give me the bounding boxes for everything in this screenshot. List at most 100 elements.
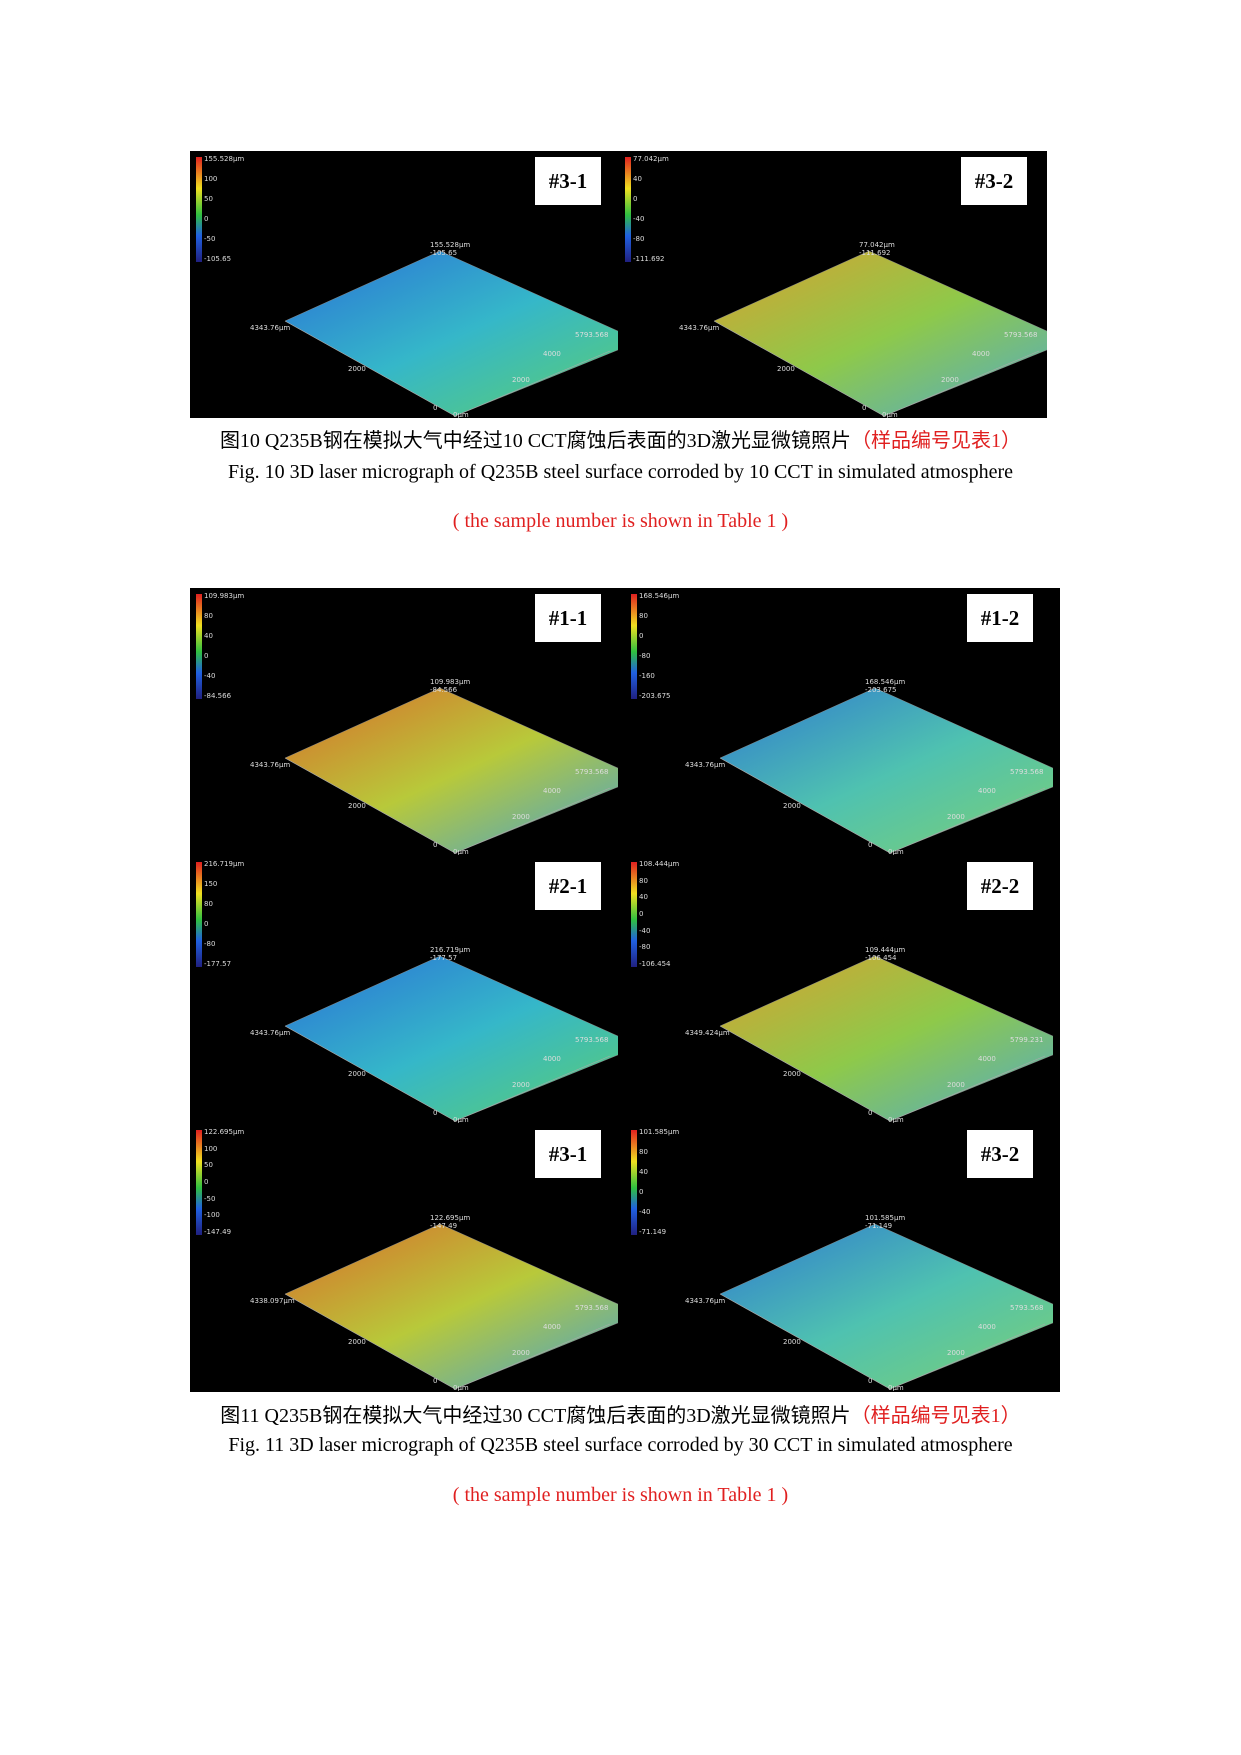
colorbar-label: 50 [204,195,213,203]
peak-label: -71.149 [865,1222,893,1230]
caption-note: （样品编号见表1） [850,1405,1021,1427]
caption-note: ( the sample number is shown in Table 1 … [452,510,789,532]
colorbar-label: 0 [639,1188,644,1196]
colorbar-label: 101.585μm [639,1128,680,1136]
axis-label: 0μm [888,1384,904,1391]
axis-label: 0 [868,1377,873,1385]
axis-label: 4000 [543,1323,561,1331]
peak-label: -177.57 [430,954,458,962]
colorbar-label: 80 [639,1148,648,1156]
peak-label: 101.585μm [865,1214,906,1222]
axis-label: 2000 [348,1338,366,1346]
peak-label: -111.692 [859,249,891,257]
sample-label: #3-1 [535,157,601,205]
colorbar-label: -80 [639,943,651,952]
axis-label: 4000 [978,787,996,795]
axis-label: 4343.76μm [685,1297,726,1305]
colorbar-label: 155.528μm [204,155,245,163]
micrograph-panel: 101.585μm 80 40 0 -40 -71.149 101.585μm -71.149… [625,1124,1053,1391]
peak-label: 216.719μm [430,946,471,954]
micrograph-panel: 109.983μm 80 40 0 -40 -84.566 109.983μm -84.566… [190,588,618,855]
axis-label: 5793.568 [1004,331,1038,339]
axis-label: 4343.76μm [250,1029,291,1037]
surface-plot [631,862,1053,1122]
axis-label: 4343.76μm [685,761,726,769]
colorbar-label: 0 [204,652,209,660]
colorbar-label: -84.566 [204,692,232,700]
axis-label: 2000 [783,1338,801,1346]
micrograph-panel: 216.719μm 150 80 0 -80 -177.57 216.719μm -177.5… [190,856,618,1123]
axis-label: 2000 [512,1349,530,1357]
caption-note: （样品编号见表1） [851,430,1022,452]
colorbar-label: -40 [204,672,216,680]
sample-label: #2-1 [535,862,601,910]
colorbar-label: 40 [204,632,213,640]
axis-label: 2000 [512,1081,530,1089]
micrograph-panel: 77.042μm 40 0 -40 -80 -111.692 77.042μm -111.69… [619,151,1047,418]
axis-label: 0 [862,404,867,412]
axis-label: 2000 [348,1070,366,1078]
peak-label: -106.454 [865,954,897,962]
axis-label: 4000 [543,787,561,795]
axis-label: 5793.568 [575,1304,609,1312]
colorbar-label: -40 [639,926,651,935]
axis-label: 0 [868,1109,873,1117]
colorbar-label: 40 [633,175,642,183]
axis-label: 0μm [453,411,469,418]
axis-label: 4000 [978,1323,996,1331]
caption-note: ( the sample number is shown in Table 1 … [452,1484,789,1506]
sample-label: #1-1 [535,594,601,642]
axis-label: 4343.76μm [250,324,291,332]
colorbar-label: 40 [639,893,648,902]
peak-label: -147.49 [430,1222,458,1230]
colorbar-label: 80 [204,900,213,908]
colorbar-label: -80 [633,235,645,243]
colorbar-label: -111.692 [633,255,665,263]
axis-label: 2000 [947,813,965,821]
colorbar-label: 80 [639,612,648,620]
colorbar-label: -106.454 [639,960,671,968]
colorbar-label: 150 [204,880,218,888]
caption-cn: 图10 Q235B钢在模拟大气中经过10 CCT腐蚀后表面的3D激光显微镜照片（… [0,424,1241,453]
colorbar-label: 0 [204,215,209,223]
axis-label: 0μm [888,848,904,855]
axis-label: 5793.568 [1010,1304,1044,1312]
surface-plot [196,594,618,854]
colorbar-label: 50 [204,1161,213,1170]
colorbar-label: -105.65 [204,255,232,263]
colorbar-label: -80 [204,940,216,948]
axis-label: 2000 [947,1349,965,1357]
colorbar-label: 80 [639,876,648,885]
figure-10: 155.528μm 100 50 0 -50 -105.65 155.528μm -105.6… [190,151,1047,418]
axis-label: 0 [868,841,873,849]
colorbar-label: 122.695μm [204,1128,245,1136]
peak-label: -203.675 [865,686,897,694]
sample-label: #2-2 [967,862,1033,910]
surface-plot [196,157,618,417]
axis-label: 0μm [453,1116,469,1123]
axis-label: 0μm [453,848,469,855]
colorbar-label: 0 [204,920,209,928]
peak-label: -105.65 [430,249,458,257]
surface-plot [196,1130,618,1390]
colorbar-label: -100 [204,1211,220,1220]
micrograph-panel: 122.695μm 100 50 0 -50 -100 -147.49 122.695μm -1… [190,1124,618,1391]
axis-label: 2000 [783,1070,801,1078]
colorbar-label: -50 [204,1194,216,1203]
colorbar-label: -50 [204,235,216,243]
peak-label: 109.983μm [430,678,471,686]
surface-plot [196,862,618,1122]
sample-label: #3-2 [961,157,1027,205]
axis-label: 4000 [978,1055,996,1063]
axis-label: 2000 [777,365,795,373]
caption-cn-text: 图11 Q235B钢在模拟大气中经过30 CCT腐蚀后表面的3D激光显微镜照片 [220,1405,851,1427]
axis-label: 0 [433,1109,438,1117]
axis-label: 0 [433,841,438,849]
peak-label: -84.566 [430,686,458,694]
axis-label: 4343.76μm [679,324,720,332]
axis-label: 0 [433,404,438,412]
colorbar-label: -71.149 [639,1228,667,1236]
axis-label: 2000 [348,802,366,810]
colorbar-label: -160 [639,672,655,680]
sample-label: #1-2 [967,594,1033,642]
